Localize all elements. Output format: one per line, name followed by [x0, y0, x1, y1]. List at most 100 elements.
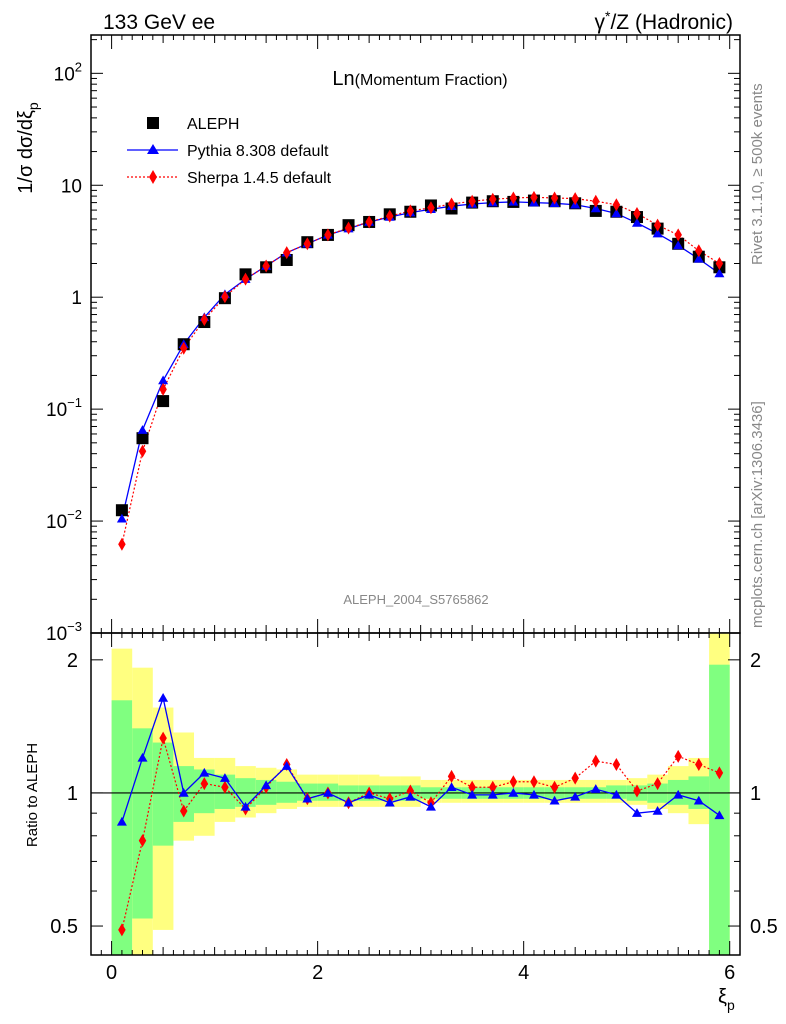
- ratio-y-tick-label-left: 2: [67, 650, 78, 672]
- sherpa-line: [121, 196, 720, 545]
- main-y-tick-exponent: −3: [67, 619, 82, 634]
- pythia-point: [590, 203, 601, 213]
- ratio-y-tick-label-right: 0.5: [750, 916, 778, 938]
- ratio-pythia-point: [631, 808, 642, 817]
- main-y-tick-label: 10−1: [46, 395, 82, 421]
- ratio-axis-ticks: [90, 633, 741, 955]
- ratio-pythia-point: [425, 801, 436, 811]
- pythia-point: [673, 240, 684, 250]
- sherpa-point: [427, 201, 435, 215]
- sherpa-point: [592, 194, 600, 208]
- aleph-point: [280, 253, 293, 266]
- ratio-pythia-point: [178, 787, 189, 797]
- sherpa-point: [571, 192, 579, 206]
- ratio-sherpa-point: [633, 784, 641, 798]
- ratio-pythia-point: [467, 789, 478, 799]
- sherpa-point: [200, 313, 209, 327]
- aleph-point: [157, 395, 170, 408]
- sherpa-point: [653, 218, 662, 232]
- ratio-pythia-point: [693, 795, 704, 805]
- ratio-pythia-point: [384, 797, 395, 807]
- ratio-pythia-point: [570, 791, 581, 801]
- process-label: γ*/Z (Hadronic): [595, 8, 733, 34]
- x-tick-labels: 0 2 4 6: [106, 962, 735, 984]
- main-y-tick-base: 10: [46, 512, 67, 533]
- sherpa-point: [241, 272, 250, 286]
- ratio-data-series: [116, 692, 725, 937]
- ratio-pythia-point: [116, 816, 127, 826]
- main-y-axis-label-main: 1/σ dσ/dξ: [15, 110, 37, 194]
- sherpa-point: [159, 382, 167, 396]
- ratio-y-tick-label-right: 2: [750, 650, 761, 672]
- ratio-uncertainty-bands: [91, 633, 740, 955]
- main-y-tick-label: 10−2: [46, 507, 82, 533]
- ratio-y-tick-label-left: 0.5: [50, 916, 78, 938]
- aleph-point: [136, 432, 149, 445]
- main-y-tick-base: 10: [46, 400, 67, 421]
- ratio-pythia-point: [199, 767, 210, 777]
- main-y-tick-base: 10: [54, 64, 75, 85]
- legend-sherpa-marker: [149, 170, 157, 184]
- main-y-tick-exponent: 2: [75, 59, 82, 74]
- legend-entry-sherpa: Sherpa 1.4.5 default: [127, 170, 332, 187]
- sherpa-point: [468, 194, 476, 208]
- ratio-pythia-point: [652, 806, 663, 815]
- ratio-pythia-point: [487, 789, 498, 799]
- legend-entry-pythia: Pythia 8.308 default: [127, 143, 329, 160]
- ratio-pythia-point: [302, 793, 313, 803]
- ratio-plot-frame: [90, 632, 741, 956]
- legend-entry-aleph: ALEPH: [147, 116, 239, 133]
- ratio-sherpa-point: [571, 771, 579, 785]
- ratio-pythia-point: [549, 795, 560, 805]
- plot-title: Ln(Momentum Fraction): [332, 68, 507, 90]
- sherpa-point: [179, 341, 188, 355]
- ratio-sherpa-point: [468, 780, 476, 794]
- main-y-tick-base: 1: [71, 288, 82, 309]
- legend: ALEPH Pythia 8.308 default Sherpa 1.4.5 …: [127, 116, 332, 187]
- sherpa-point: [633, 206, 641, 220]
- ratio-sherpa-point: [674, 749, 682, 763]
- ratio-pythia-point: [446, 782, 457, 792]
- pythia-line: [121, 201, 720, 519]
- main-y-axis-label: 1/σ dσ/dξp: [15, 102, 41, 194]
- ratio-y-tick-label-right: 1: [750, 783, 761, 805]
- ratio-sherpa-point: [715, 766, 724, 780]
- sherpa-point: [262, 259, 270, 273]
- ratio-band-inner: [297, 783, 318, 801]
- ratio-pythia-point: [281, 761, 292, 770]
- sherpa-point: [138, 444, 147, 458]
- pythia-point: [158, 375, 169, 385]
- main-y-tick-base: 10: [46, 624, 67, 645]
- ratio-band-inner: [276, 781, 298, 803]
- ratio-pythia-point: [322, 787, 333, 797]
- sherpa-point: [282, 246, 291, 260]
- ratio-y-tick-labels: 2 2 1 1 0.5 0.5: [50, 650, 778, 938]
- ratio-sherpa-point: [138, 834, 147, 848]
- ratio-pythia-point: [137, 752, 148, 762]
- process-star: *: [605, 8, 611, 24]
- ratio-pythia-point: [714, 810, 725, 820]
- main-y-tick-label: 10−3: [46, 619, 82, 645]
- main-data-series: [115, 190, 726, 551]
- rivet-version-label: Rivet 3.1.10, ≥ 500k events: [749, 83, 766, 265]
- sherpa-point: [221, 290, 229, 304]
- ratio-pythia-point: [261, 780, 272, 790]
- sherpa-point: [344, 221, 353, 235]
- main-axis-ticks: [90, 35, 741, 634]
- ratio-pythia-point: [508, 787, 519, 797]
- ratio-band-inner: [111, 700, 133, 955]
- sherpa-point: [674, 228, 682, 242]
- sherpa-point: [530, 190, 538, 204]
- ratio-pythia-point: [219, 773, 230, 782]
- sherpa-point: [612, 198, 621, 212]
- pythia-point: [631, 218, 642, 227]
- plot-title-main: Ln: [332, 68, 354, 90]
- ratio-pythia-point: [611, 789, 622, 799]
- ratio-sherpa-point: [550, 780, 559, 794]
- x-tick-label: 0: [106, 962, 117, 984]
- sherpa-point: [365, 215, 373, 229]
- sherpa-point: [406, 204, 415, 218]
- sherpa-point: [715, 257, 724, 271]
- main-y-tick-base: 10: [61, 176, 82, 197]
